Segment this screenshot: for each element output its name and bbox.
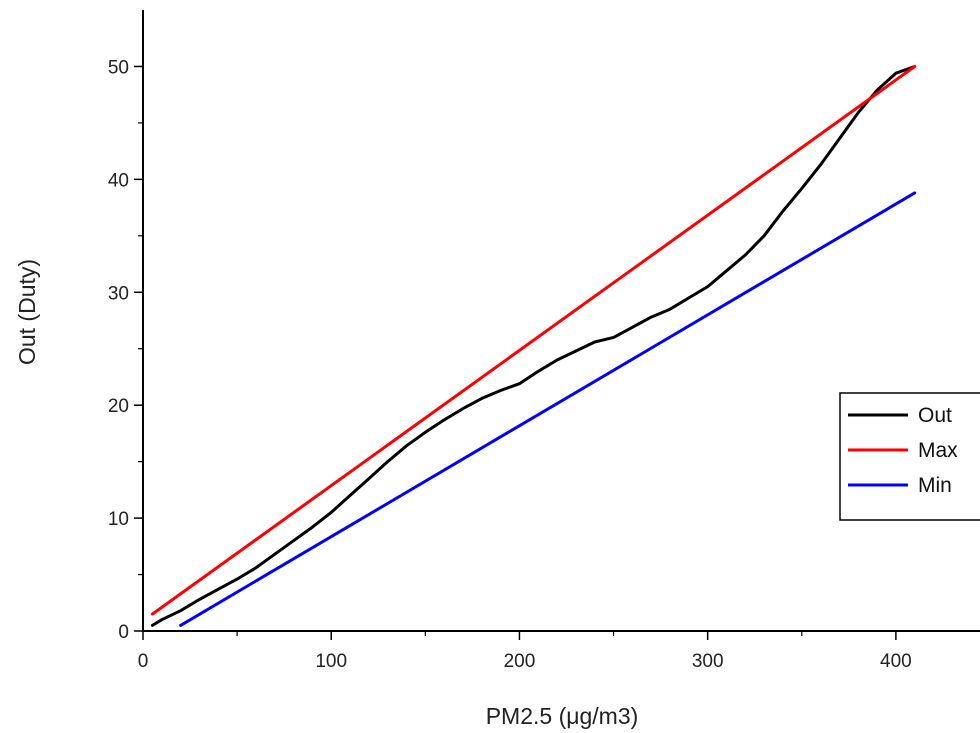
- x-tick-label: 100: [315, 651, 347, 672]
- y-tick-label: 0: [118, 622, 129, 643]
- y-tick-label: 20: [108, 396, 129, 417]
- axes: [142, 10, 980, 632]
- legend-box: [839, 392, 980, 521]
- y-tick-label: 40: [108, 170, 129, 191]
- x-axis-ticks: 0 100 200 300 400: [138, 631, 912, 672]
- x-axis-title: PM2.5 (μg/m3): [486, 703, 639, 729]
- legend-label-min: Min: [918, 474, 952, 497]
- x-tick-label: 0: [138, 651, 149, 672]
- legend-label-max: Max: [918, 439, 958, 462]
- y-axis-title: Out (Duty): [14, 259, 40, 365]
- series-line-out: [150, 65, 917, 627]
- series-line-min: [179, 191, 917, 627]
- legend-label-out: Out: [918, 404, 952, 427]
- x-tick-label: 400: [880, 651, 912, 672]
- series-line-max: [150, 65, 917, 616]
- y-tick-label: 30: [108, 283, 129, 304]
- y-tick-label: 10: [108, 509, 129, 530]
- series-layer: [150, 65, 917, 627]
- legend: Out Max Min: [839, 392, 980, 521]
- x-tick-label: 200: [504, 651, 536, 672]
- x-tick-label: 300: [692, 651, 724, 672]
- y-tick-label: 50: [108, 57, 129, 78]
- y-axis-ticks: 0 10 20 30 40 50: [108, 57, 143, 643]
